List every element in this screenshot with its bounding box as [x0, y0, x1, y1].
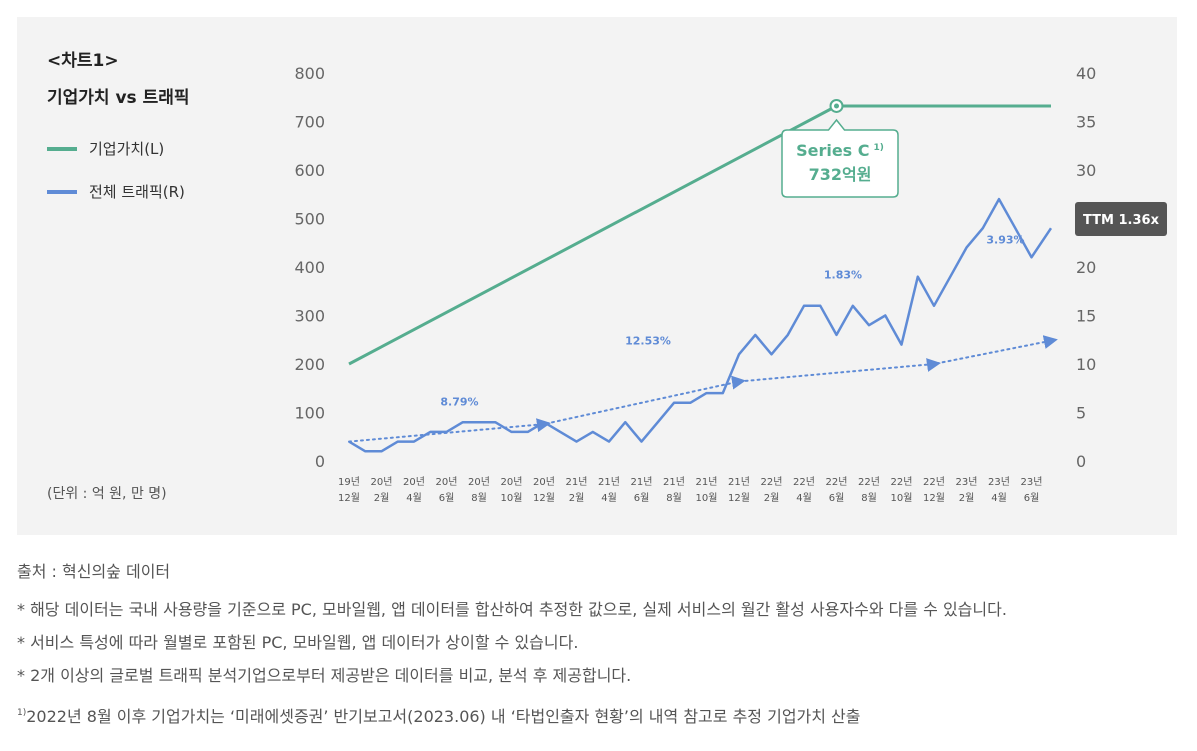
- x-axis-tick-month: 2월: [764, 492, 780, 504]
- growth-rate-label: 3.93%: [986, 234, 1024, 247]
- x-axis-tick-month: 6월: [634, 492, 650, 504]
- x-axis-tick-year: 20년: [371, 476, 393, 488]
- right-axis-tick: 10: [1076, 355, 1096, 374]
- footnote-text: 2022년 8월 이후 기업가치는 ‘미래에셋증권’ 반기보고서(2023.06…: [26, 707, 861, 726]
- x-axis-tick-month: 12월: [338, 492, 360, 504]
- left-axis-tick: 100: [294, 404, 325, 423]
- left-axis-tick: 400: [294, 258, 325, 277]
- x-axis-tick-month: 10월: [696, 492, 718, 504]
- ttm-badge-bg: [1075, 202, 1167, 236]
- x-axis-tick-month: 12월: [728, 492, 750, 504]
- left-axis-tick: 300: [294, 307, 325, 326]
- left-axis-tick: 600: [294, 161, 325, 180]
- legend-swatch-valuation: [47, 146, 77, 151]
- legend-item-traffic: 전체 트래픽(R): [47, 181, 185, 202]
- legend-label-traffic: 전체 트래픽(R): [89, 183, 185, 201]
- ttm-badge-label: TTM 1.36x: [1083, 213, 1160, 228]
- x-axis-tick-month: 4월: [601, 492, 617, 504]
- left-axis-tick: 800: [294, 64, 325, 83]
- x-axis-tick-month: 8월: [471, 492, 487, 504]
- x-axis-tick-year: 20년: [501, 476, 523, 488]
- x-axis-tick-year: 23년: [1021, 476, 1043, 488]
- x-axis-tick-year: 22년: [858, 476, 880, 488]
- series-c-marker-dot: [834, 103, 839, 109]
- footnote: 1)2022년 8월 이후 기업가치는 ‘미래에셋증권’ 반기보고서(2023.…: [17, 703, 861, 727]
- ttm-badge: TTM 1.36x: [1075, 202, 1167, 236]
- growth-rate-label: 1.83%: [824, 269, 862, 282]
- right-axis-tick: 0: [1076, 452, 1086, 471]
- unit-note: (단위 : 억 원, 만 명): [47, 486, 167, 502]
- right-axis-tick: 15: [1076, 307, 1096, 326]
- left-axis-tick: 700: [294, 113, 325, 132]
- chart-title: 기업가치 vs 트래픽: [47, 88, 190, 108]
- x-axis-tick-year: 22년: [891, 476, 913, 488]
- note-2: * 서비스 특성에 따라 월별로 포함된 PC, 모바일웹, 앱 데이터가 상이…: [17, 633, 579, 652]
- valuation-line: [348, 104, 1051, 366]
- x-axis-tick-month: 8월: [861, 492, 877, 504]
- x-axis-tick-year: 22년: [826, 476, 848, 488]
- x-axis-tick-year: 21년: [566, 476, 588, 488]
- source-note: 출처 : 혁신의숲 데이터: [17, 562, 171, 581]
- x-axis-tick-year: 21년: [728, 476, 750, 488]
- right-axis-tick: 35: [1076, 113, 1096, 132]
- growth-rate-label: 8.79%: [440, 396, 478, 409]
- chart-number: <차트1>: [47, 51, 119, 71]
- right-axis-tick: 20: [1076, 258, 1096, 277]
- legend-label-valuation: 기업가치(L): [89, 140, 165, 158]
- right-axis-tick: 30: [1076, 161, 1096, 180]
- note-1: * 해당 데이터는 국내 사용량을 기준으로 PC, 모바일웹, 앱 데이터를 …: [17, 600, 1007, 619]
- x-axis-tick-month: 4월: [991, 492, 1007, 504]
- note-3: * 2개 이상의 글로벌 트래픽 분석기업으로부터 제공받은 데이터를 비교, …: [17, 666, 632, 685]
- x-axis-tick-month: 2월: [569, 492, 585, 504]
- x-axis-tick-month: 2월: [959, 492, 975, 504]
- left-axis-tick: 500: [294, 210, 325, 229]
- x-axis-tick-month: 2월: [374, 492, 390, 504]
- chart-panel: [17, 17, 1177, 535]
- traffic-line: [348, 197, 1053, 453]
- traffic-trend-line: [348, 335, 1058, 443]
- x-axis-tick-year: 19년: [338, 476, 360, 488]
- x-axis-tick-year: 21년: [663, 476, 685, 488]
- x-axis-tick-year: 21년: [696, 476, 718, 488]
- legend-item-valuation: 기업가치(L): [47, 138, 164, 159]
- x-axis-tick-month: 4월: [796, 492, 812, 504]
- x-axis-tick-month: 10월: [501, 492, 523, 504]
- left-axis-tick: 200: [294, 355, 325, 374]
- x-axis-tick-year: 20년: [436, 476, 458, 488]
- legend-swatch-traffic: [47, 189, 77, 194]
- right-axis-tick: 5: [1076, 404, 1086, 423]
- x-axis-tick-year: 20년: [403, 476, 425, 488]
- series-c-value: 732억원: [809, 165, 872, 184]
- x-axis-tick-month: 12월: [923, 492, 945, 504]
- x-axis-tick-year: 22년: [761, 476, 783, 488]
- x-axis-tick-year: 20년: [468, 476, 490, 488]
- x-axis-tick-month: 6월: [439, 492, 455, 504]
- right-axis-tick: 40: [1076, 64, 1096, 83]
- growth-rate-label: 12.53%: [625, 335, 671, 348]
- x-axis-tick-month: 4월: [406, 492, 422, 504]
- footnote-mark: 1): [17, 708, 27, 718]
- series-c-label: Series C 1): [796, 141, 884, 160]
- series-c-callout-box: [781, 118, 899, 198]
- x-axis-tick-month: 10월: [891, 492, 913, 504]
- x-axis-tick-year: 23년: [956, 476, 978, 488]
- x-axis-tick-month: 8월: [666, 492, 682, 504]
- x-axis-tick-year: 22년: [923, 476, 945, 488]
- x-axis-tick-year: 20년: [533, 476, 555, 488]
- x-axis-tick-month: 6월: [1024, 492, 1040, 504]
- x-axis-tick-month: 12월: [533, 492, 555, 504]
- x-axis-tick-month: 6월: [829, 492, 845, 504]
- left-axis-tick: 0: [315, 452, 325, 471]
- x-axis-tick-year: 21년: [598, 476, 620, 488]
- x-axis-tick-year: 23년: [988, 476, 1010, 488]
- x-axis-tick-year: 21년: [631, 476, 653, 488]
- x-axis-tick-year: 22년: [793, 476, 815, 488]
